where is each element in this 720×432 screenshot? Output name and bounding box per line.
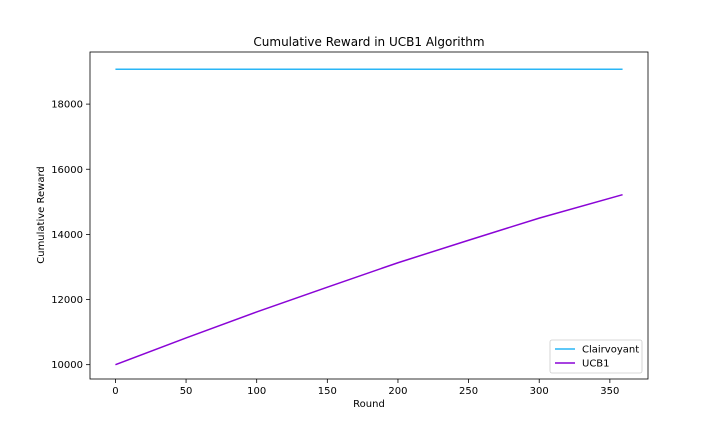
series-line-ucb1 — [115, 193, 623, 366]
y-tick-label: 12000 — [51, 295, 83, 306]
x-tick-label: 50 — [180, 386, 193, 397]
y-tick-label: 14000 — [51, 230, 83, 241]
legend: Clairvoyant UCB1 — [549, 339, 643, 374]
x-tick-label: 300 — [530, 386, 549, 397]
x-axis-label: Round — [353, 399, 385, 410]
x-tick-label: 0 — [112, 386, 118, 397]
plot-area-frame — [89, 51, 649, 380]
x-tick-label: 200 — [388, 386, 407, 397]
legend-label: UCB1 — [582, 359, 610, 370]
y-tick-label: 10000 — [51, 360, 83, 371]
y-axis: 10000 12000 14000 16000 18000 — [51, 100, 90, 371]
x-tick-label: 250 — [459, 386, 478, 397]
x-axis: 0 50 100 150 200 250 300 350 — [112, 379, 619, 397]
y-tick-label: 18000 — [51, 100, 83, 111]
legend-label: Clairvoyant — [582, 345, 639, 356]
chart-title: Cumulative Reward in UCB1 Algorithm — [253, 35, 484, 49]
x-tick-label: 350 — [600, 386, 619, 397]
x-tick-label: 150 — [318, 386, 337, 397]
y-axis-label: Cumulative Reward — [36, 166, 47, 264]
y-tick-label: 16000 — [51, 165, 83, 176]
series-lines — [115, 68, 623, 366]
x-tick-label: 100 — [247, 386, 266, 397]
